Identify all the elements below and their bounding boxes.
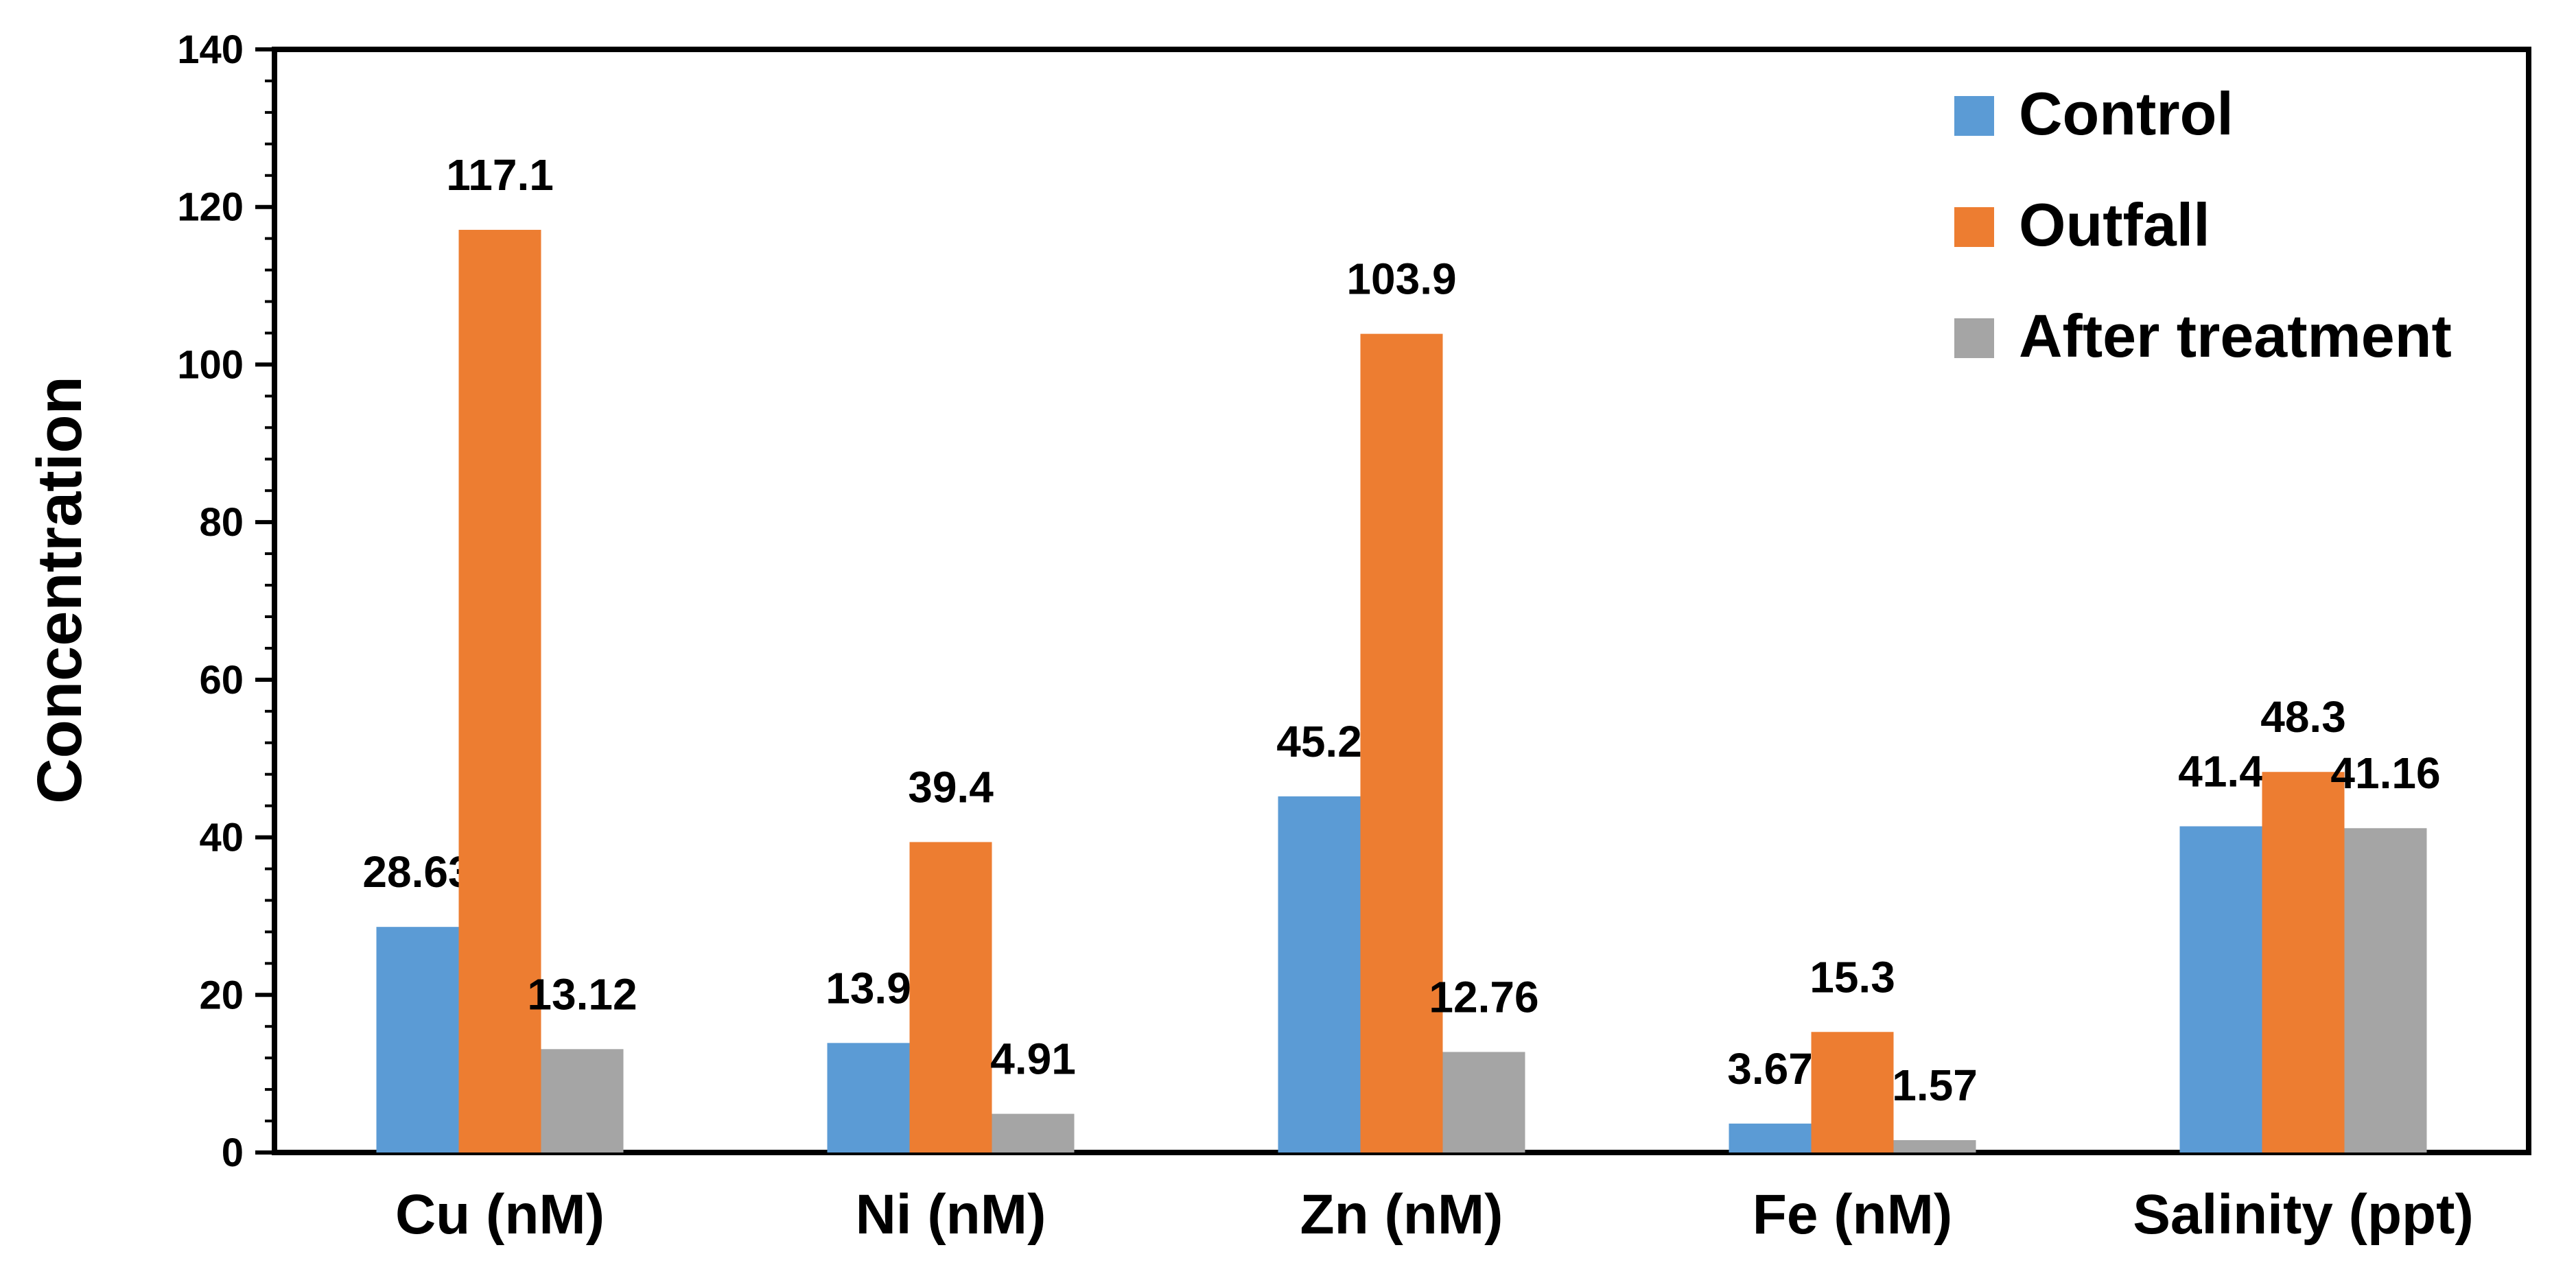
y-tick-label: 0 xyxy=(222,1131,244,1175)
data-label: 45.2 xyxy=(1276,717,1362,766)
legend-label: After treatment xyxy=(2019,302,2452,370)
legend-label: Outfall xyxy=(2019,191,2210,259)
data-label: 28.63 xyxy=(362,847,472,897)
bar-after-treatment xyxy=(541,1049,624,1152)
bar-control xyxy=(827,1043,910,1152)
y-tick-label: 80 xyxy=(199,500,244,545)
legend-swatch xyxy=(1954,318,1994,358)
bar-control xyxy=(2179,826,2262,1152)
data-label: 48.3 xyxy=(2260,692,2346,742)
data-label: 39.4 xyxy=(908,762,994,812)
legend-label: Control xyxy=(2019,80,2234,147)
y-tick-label: 40 xyxy=(199,816,244,860)
y-tick-label: 120 xyxy=(177,185,244,230)
bar-outfall xyxy=(458,230,541,1153)
data-label: 3.67 xyxy=(1727,1044,1813,1093)
x-category-label: Fe (nM) xyxy=(1753,1183,1952,1246)
legend-swatch xyxy=(1954,96,1994,136)
bar-outfall xyxy=(2262,772,2345,1152)
y-tick-label: 20 xyxy=(199,973,244,1017)
data-label: 1.57 xyxy=(1892,1061,1978,1110)
bar-after-treatment xyxy=(1442,1052,1525,1152)
data-label: 4.91 xyxy=(990,1035,1076,1084)
bar-outfall xyxy=(1811,1032,1894,1152)
y-axis-title: Concentration xyxy=(25,376,95,804)
y-tick-label: 60 xyxy=(199,658,244,702)
data-label: 41.4 xyxy=(2178,746,2264,796)
bar-after-treatment xyxy=(1893,1139,1976,1152)
bar-control xyxy=(1278,796,1361,1152)
data-label: 41.16 xyxy=(2330,748,2440,798)
data-label: 13.12 xyxy=(527,969,637,1019)
x-category-label: Zn (nM) xyxy=(1300,1183,1503,1246)
bar-after-treatment xyxy=(992,1113,1075,1152)
x-category-label: Cu (nM) xyxy=(395,1183,605,1246)
x-category-label: Salinity (ppt) xyxy=(2133,1183,2474,1246)
data-label: 117.1 xyxy=(446,150,554,200)
bar-control xyxy=(376,927,459,1152)
y-tick-label: 100 xyxy=(177,342,244,387)
y-tick-label: 140 xyxy=(177,27,244,72)
x-category-label: Ni (nM) xyxy=(856,1183,1046,1246)
bar-control xyxy=(1729,1123,1812,1152)
data-label: 13.9 xyxy=(826,963,911,1013)
bar-after-treatment xyxy=(2344,828,2427,1152)
bar-outfall xyxy=(1360,333,1443,1152)
legend-swatch xyxy=(1954,207,1994,247)
data-label: 103.9 xyxy=(1346,255,1456,304)
data-label: 12.76 xyxy=(1429,972,1538,1021)
bar-outfall xyxy=(909,842,992,1152)
data-label: 15.3 xyxy=(1810,952,1895,1002)
